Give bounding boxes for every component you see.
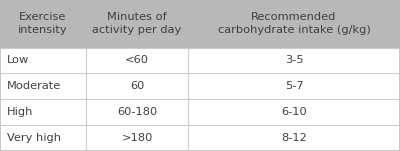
Text: 6-10: 6-10 [281,107,307,117]
Text: 3-5: 3-5 [285,56,303,66]
Text: 8-12: 8-12 [281,133,307,143]
Text: Moderate: Moderate [7,81,62,91]
Text: 60-180: 60-180 [117,107,157,117]
Text: Very high: Very high [7,133,61,143]
Text: High: High [7,107,34,117]
Text: 60: 60 [130,81,144,91]
Text: <60: <60 [125,56,149,66]
Text: Minutes of
activity per day: Minutes of activity per day [92,12,182,35]
Text: Recommended
carbohydrate intake (g/kg): Recommended carbohydrate intake (g/kg) [218,12,370,35]
Text: 5-7: 5-7 [285,81,303,91]
Text: >180: >180 [121,133,153,143]
Text: Exercise
intensity: Exercise intensity [18,12,68,35]
Text: Low: Low [7,56,30,66]
